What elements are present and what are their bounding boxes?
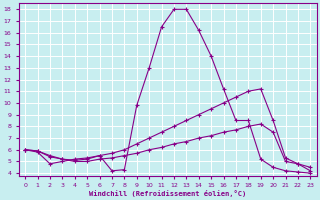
X-axis label: Windchill (Refroidissement éolien,°C): Windchill (Refroidissement éolien,°C) <box>89 190 246 197</box>
